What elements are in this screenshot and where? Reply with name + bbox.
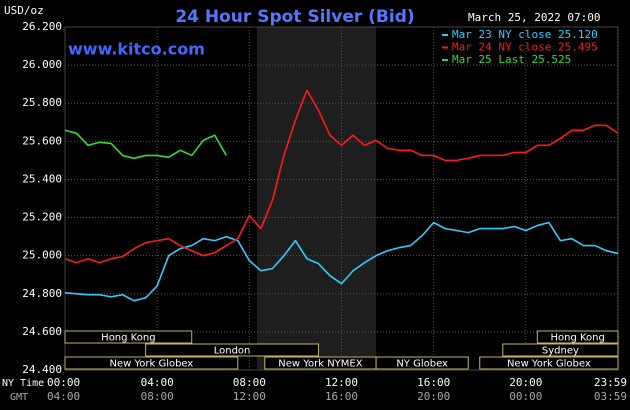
x-tick-label: 00:00 bbox=[47, 376, 80, 389]
x-tick-label: 04:00 bbox=[141, 376, 174, 389]
session-label: New York Globex bbox=[507, 359, 591, 370]
session-label: Sydney bbox=[542, 346, 579, 357]
session-label: New York Globex bbox=[109, 359, 193, 370]
gmt-tick-label: 03:59 bbox=[594, 390, 627, 403]
chart-title: 24 Hour Spot Silver (Bid) bbox=[175, 7, 414, 27]
x2-axis-label: GMT bbox=[10, 392, 28, 403]
series-line bbox=[64, 89, 619, 264]
timestamp: March 25, 2022 07:00 bbox=[468, 11, 600, 24]
y-tick-label: 25.800 bbox=[22, 96, 62, 109]
x-tick-label: 12:00 bbox=[325, 376, 358, 389]
y-tick-label: 26.000 bbox=[22, 58, 62, 71]
highlight-band bbox=[256, 27, 377, 370]
x-tick-label: 08:00 bbox=[233, 376, 266, 389]
y-tick-label: 24.800 bbox=[22, 287, 62, 300]
session-label: NY Globex bbox=[396, 359, 448, 370]
gmt-tick-label: 04:00 bbox=[47, 390, 80, 403]
session-label: London bbox=[214, 346, 251, 357]
series-line bbox=[64, 129, 227, 160]
session-box bbox=[502, 343, 619, 357]
plot-border bbox=[64, 26, 619, 371]
x-tick-label: 23:59 bbox=[594, 376, 627, 389]
series-line bbox=[64, 221, 619, 302]
gmt-tick-label: 08:00 bbox=[141, 390, 174, 403]
session-box bbox=[536, 330, 619, 344]
y-tick-label: 25.600 bbox=[22, 134, 62, 147]
y-tick-label: 25.000 bbox=[22, 249, 62, 262]
legend-label: Mar 23 NY close 25.120 bbox=[452, 28, 598, 41]
gmt-tick-label: 16:00 bbox=[325, 390, 358, 403]
watermark: www.kitco.com bbox=[68, 40, 205, 59]
gmt-tick-label: 00:00 bbox=[509, 390, 542, 403]
y-tick-label: 25.200 bbox=[22, 211, 62, 224]
y-tick-label: 24.600 bbox=[22, 325, 62, 338]
session-box bbox=[64, 330, 193, 344]
x-tick-label: 20:00 bbox=[509, 376, 542, 389]
gmt-tick-label: 20:00 bbox=[417, 390, 450, 403]
plot-under bbox=[64, 26, 619, 371]
x-axis-label: NY Time bbox=[2, 378, 44, 389]
legend-label: Mar 25 Last 25.525 bbox=[452, 53, 571, 66]
session-label: New York NYMEX bbox=[278, 359, 363, 370]
session-box bbox=[64, 356, 239, 370]
y-tick-label: 24.400 bbox=[22, 363, 62, 376]
session-box bbox=[479, 356, 619, 370]
gmt-tick-label: 12:00 bbox=[233, 390, 266, 403]
y-axis-label: USD/oz bbox=[4, 4, 44, 17]
session-box bbox=[145, 343, 319, 357]
x-tick-label: 16:00 bbox=[417, 376, 450, 389]
y-tick-label: 26.200 bbox=[22, 20, 62, 33]
session-label: Hong Kong bbox=[550, 333, 604, 344]
legend-label: Mar 24 NY close 25.495 bbox=[452, 41, 598, 54]
session-label: Hong Kong bbox=[101, 333, 155, 344]
session-box bbox=[375, 356, 469, 370]
y-tick-label: 25.400 bbox=[22, 172, 62, 185]
